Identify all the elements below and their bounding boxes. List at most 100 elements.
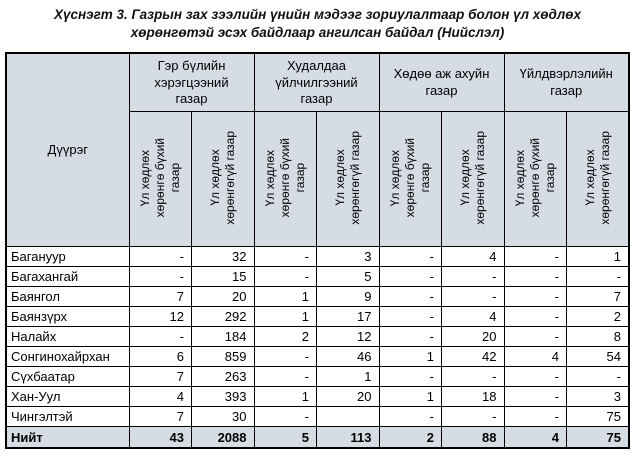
district-cell: Сонгинохайрхан — [5, 345, 130, 367]
district-cell: Налайх — [5, 325, 130, 347]
data-cell: - — [378, 365, 442, 387]
table-row: Сонгинохайрхан 6 859 - 46 1 42 4 54 — [5, 345, 630, 367]
data-cell: 859 — [191, 345, 255, 367]
data-cell: - — [503, 405, 567, 427]
group-header-agriculture: Хөдөө аж ахуйн газар — [378, 52, 505, 112]
data-cell: 263 — [191, 365, 255, 387]
total-cell: 2088 — [191, 425, 255, 449]
data-cell: - — [253, 405, 317, 427]
data-cell: 2 — [253, 325, 317, 347]
data-cell: - — [503, 385, 567, 407]
district-cell: Багахангай — [5, 265, 130, 287]
data-cell: 12 — [316, 325, 380, 347]
total-cell: 5 — [253, 425, 317, 449]
data-cell: - — [378, 265, 442, 287]
total-row: Нийт 43 2088 5 113 2 88 4 75 — [5, 425, 630, 449]
data-cell: - — [128, 265, 192, 287]
vertical-label: Үл хөдлөх хөрөнгөгүй газар — [207, 130, 237, 225]
data-cell: 184 — [191, 325, 255, 347]
data-cell: 9 — [316, 285, 380, 307]
data-cell: - — [441, 265, 505, 287]
table-row: Налайх - 184 2 12 - 20 - 8 — [5, 325, 630, 347]
data-cell: 3 — [566, 385, 630, 407]
land-market-table: Дүүрэг Гэр бүлийн хэрэгцээний газар Худа… — [5, 52, 630, 450]
data-cell: 20 — [441, 325, 505, 347]
sub-header-with-property: Үл хөдлөх хөрөнгө бүхий газар — [378, 110, 442, 247]
data-cell: 1 — [378, 385, 442, 407]
total-cell: 75 — [566, 425, 630, 449]
data-cell: 42 — [441, 345, 505, 367]
district-cell: Баянгол — [5, 285, 130, 307]
data-cell: 2 — [566, 305, 630, 327]
data-cell: - — [253, 345, 317, 367]
data-cell: - — [503, 305, 567, 327]
data-cell: 18 — [441, 385, 505, 407]
data-cell: - — [253, 245, 317, 267]
data-cell: 292 — [191, 305, 255, 327]
data-cell: 393 — [191, 385, 255, 407]
data-cell: 7 — [128, 285, 192, 307]
district-cell: Баянзүрх — [5, 305, 130, 327]
data-cell — [316, 405, 380, 427]
data-cell: - — [503, 285, 567, 307]
table-row: Чингэлтэй 7 30 - - - - 75 — [5, 405, 630, 427]
data-cell: 1 — [253, 285, 317, 307]
sub-header-without-property: Үл хөдлөх хөрөнгөгүй газар — [566, 110, 630, 247]
table-row: Хан-Уул 4 393 1 20 1 18 - 3 — [5, 385, 630, 407]
sub-header-with-property: Үл хөдлөх хөрөнгө бүхий газар — [253, 110, 317, 247]
district-cell: Чингэлтэй — [5, 405, 130, 427]
data-cell: - — [503, 365, 567, 387]
group-header-industrial: Үйлдвэрлэлийн газар — [503, 52, 630, 112]
total-label: Нийт — [5, 425, 130, 449]
table-row: Багануур - 32 - 3 - 4 - 1 — [5, 245, 630, 267]
data-cell: 1 — [253, 305, 317, 327]
data-cell: 4 — [441, 305, 505, 327]
data-cell: - — [378, 305, 442, 327]
data-cell: 30 — [191, 405, 255, 427]
sub-header-without-property: Үл хөдлөх хөрөнгөгүй газар — [191, 110, 255, 247]
data-cell: 20 — [316, 385, 380, 407]
data-cell: 5 — [316, 265, 380, 287]
sub-header-row: Үл хөдлөх хөрөнгө бүхий газар Үл хөдлөх … — [6, 110, 630, 247]
data-cell: 46 — [316, 345, 380, 367]
vertical-label: Үл хөдлөх хөрөнгөгүй газар — [332, 130, 362, 225]
vertical-label: Үл хөдлөх хөрөнгө бүхий газар — [512, 137, 557, 218]
data-cell: - — [253, 265, 317, 287]
data-cell: - — [378, 245, 442, 267]
sub-header-with-property: Үл хөдлөх хөрөнгө бүхий газар — [128, 110, 192, 247]
data-cell: 7 — [128, 365, 192, 387]
district-cell: Багануур — [5, 245, 130, 267]
district-cell: Сүхбаатар — [5, 365, 130, 387]
table-row: Баянгол 7 20 1 9 - - - 7 — [5, 285, 630, 307]
sub-header-without-property: Үл хөдлөх хөрөнгөгүй газар — [316, 110, 380, 247]
table-row: Баянзүрх 12 292 1 17 - 4 - 2 — [5, 305, 630, 327]
data-cell: - — [566, 265, 630, 287]
vertical-label: Үл хөдлөх хөрөнгө бүхий газар — [387, 137, 432, 218]
data-cell: 17 — [316, 305, 380, 327]
sub-header-without-property: Үл хөдлөх хөрөнгөгүй газар — [441, 110, 505, 247]
group-header-family: Гэр бүлийн хэрэгцээний газар — [128, 52, 255, 112]
data-cell: - — [441, 365, 505, 387]
data-cell: 20 — [191, 285, 255, 307]
data-cell: 12 — [128, 305, 192, 327]
group-header-trade: Худалдаа үйлчилгээний газар — [253, 52, 380, 112]
data-cell: 4 — [128, 385, 192, 407]
data-cell: 1 — [378, 345, 442, 367]
total-cell: 2 — [378, 425, 442, 449]
data-cell: 1 — [566, 245, 630, 267]
total-cell: 43 — [128, 425, 192, 449]
district-cell: Хан-Уул — [5, 385, 130, 407]
data-cell: 4 — [441, 245, 505, 267]
data-cell: - — [128, 325, 192, 347]
data-cell: - — [253, 365, 317, 387]
data-cell: 1 — [316, 365, 380, 387]
data-cell: - — [128, 245, 192, 267]
vertical-label: Үл хөдлөх хөрөнгөгүй газар — [582, 130, 612, 225]
data-cell: 15 — [191, 265, 255, 287]
table-row: Багахангай - 15 - 5 - - - - — [5, 265, 630, 287]
group-header-row: Дүүрэг Гэр бүлийн хэрэгцээний газар Худа… — [5, 52, 630, 247]
total-cell: 113 — [316, 425, 380, 449]
data-cell: - — [378, 325, 442, 347]
total-cell: 88 — [441, 425, 505, 449]
table-row: Сүхбаатар 7 263 - 1 - - - - — [5, 365, 630, 387]
